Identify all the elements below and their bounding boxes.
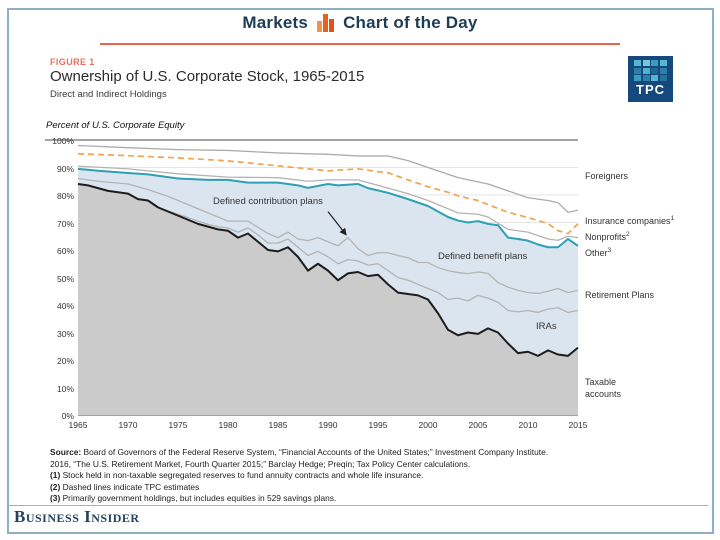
footnote-3-label: (3)	[50, 493, 61, 504]
x-tick-label: 1970	[118, 420, 138, 430]
tpc-grid-square	[634, 75, 642, 81]
tpc-grid-square	[634, 60, 642, 66]
footnote-2-label: (2)	[50, 481, 61, 492]
source-line2: 2016, “The U.S. Retirement Market, Fourt…	[50, 458, 471, 469]
tpc-grid-square	[651, 75, 659, 81]
y-tick-label: 60%	[56, 246, 74, 256]
annotation-iras: IRAs	[536, 321, 557, 332]
x-tick-label: 1980	[218, 420, 238, 430]
footnote-marker: 2	[626, 231, 630, 238]
x-tick-label: 1990	[318, 420, 338, 430]
site-header: Markets Chart of the Day	[0, 13, 720, 33]
figure-label: FIGURE 1	[50, 57, 95, 67]
bar-chart-icon	[317, 14, 335, 32]
header-divider	[100, 43, 620, 45]
y-tick-label: 30%	[56, 328, 74, 339]
tpc-logo-text: TPC	[636, 82, 665, 97]
y-tick-label: 20%	[56, 356, 74, 366]
band-label-text: Insurance companies	[585, 216, 671, 226]
band-label-other: Other3	[585, 245, 705, 260]
y-tick-label: 10%	[56, 383, 74, 394]
x-tick-label: 2010	[518, 420, 538, 430]
brand-divider	[9, 505, 708, 506]
tpc-grid-square	[651, 60, 659, 66]
y-tick-label: 0%	[61, 411, 74, 421]
band-label-taxable-accounts: Taxable accounts	[585, 377, 640, 400]
footnote-3-text: Primarily government holdings, but inclu…	[62, 493, 337, 504]
tpc-grid-square	[634, 67, 642, 74]
business-insider-logo: Business Insider	[14, 507, 140, 526]
band-label-text: Foreigners	[585, 171, 629, 181]
annotation-defined-contribution-plans: Defined contribution plans	[213, 196, 323, 207]
footnote-marker: 1	[670, 215, 675, 222]
x-tick-label: 1975	[168, 420, 188, 430]
tpc-grid-square	[659, 60, 667, 66]
y-tick-label: 50%	[56, 273, 74, 284]
x-tick-label: 2000	[418, 420, 438, 430]
x-tick-label: 2015	[568, 420, 588, 430]
footnote-1-text: Stock held in non-taxable segregated res…	[62, 470, 424, 481]
band-label-text: Nonprofits	[585, 232, 627, 242]
y-tick-label: 70%	[56, 218, 74, 229]
page-title: Ownership of U.S. Corporate Stock, 1965-…	[50, 68, 365, 85]
band-label-nonprofits: Nonprofits2	[585, 229, 705, 244]
band-label-text: Taxable accounts	[585, 377, 622, 399]
tpc-grid-square	[642, 75, 650, 81]
x-tick-label: 1985	[268, 420, 288, 430]
y-tick-label: 80%	[56, 191, 74, 201]
band-label-text: Retirement Plans	[585, 290, 655, 300]
tpc-grid-square	[651, 67, 659, 74]
header-chart-of-day-label: Chart of the Day	[343, 13, 478, 32]
x-tick-label: 1995	[368, 420, 388, 430]
x-tick-label: 1965	[68, 420, 88, 430]
band-label-insurance-companies: Insurance companies1	[585, 213, 705, 228]
footnote-marker: 3	[607, 247, 612, 254]
tpc-logo: TPC	[628, 56, 673, 102]
band-label-text: Other	[585, 248, 608, 258]
figure-subtitle: Direct and Indirect Holdings	[50, 89, 167, 100]
y-axis-title: Percent of U.S. Corporate Equity	[46, 120, 185, 131]
y-tick-label: 90%	[56, 163, 74, 174]
annotation-defined-benefit-plans: Defined benefit plans	[438, 251, 528, 262]
header-markets-label: Markets	[242, 13, 309, 32]
source-note: Source: Board of Governors of the Federa…	[50, 447, 710, 505]
y-tick-label: 100%	[52, 136, 74, 146]
tpc-logo-grid-icon	[634, 60, 667, 81]
tpc-grid-square	[659, 67, 667, 74]
source-label: Source:	[50, 447, 82, 457]
y-tick-label: 40%	[56, 301, 74, 311]
x-tick-label: 2005	[468, 420, 488, 430]
tpc-grid-square	[659, 75, 667, 81]
source-line1: Board of Governors of the Federal Reserv…	[83, 447, 549, 457]
tpc-grid-square	[642, 67, 650, 74]
band-label-foreigners: Foreigners	[585, 171, 705, 183]
footnote-2-text: Dashed lines indicate TPC estimates	[62, 481, 200, 492]
tpc-grid-square	[642, 60, 650, 66]
footnote-1-label: (1)	[50, 470, 61, 481]
band-label-retirement-plans: Retirement Plans	[585, 290, 705, 302]
